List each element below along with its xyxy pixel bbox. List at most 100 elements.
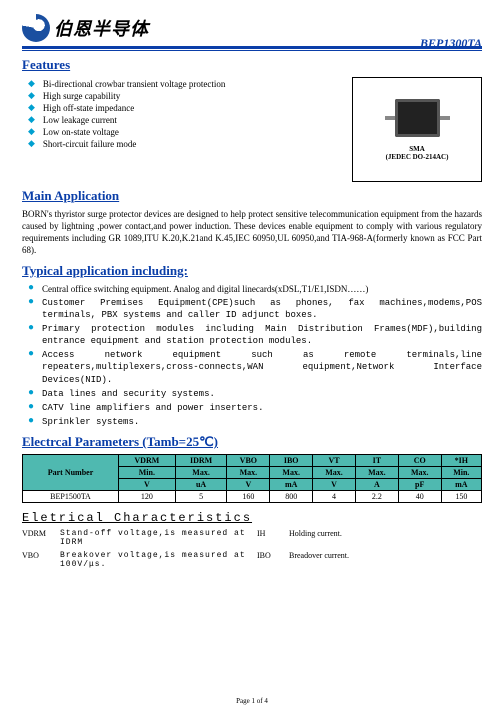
char-symbol: VDRM: [22, 529, 56, 547]
package-line1: SMA: [409, 145, 425, 153]
app-item: ● CATV line amplifiers and power inserter…: [28, 402, 482, 414]
diamond-icon: ◆: [28, 91, 35, 101]
main-app-text: BORN's thyristor surge protector devices…: [22, 208, 482, 257]
feature-text: Low leakage current: [43, 115, 117, 125]
params-table: Part NumberVDRMIDRMVBOIBOVTITCO*IHMin.Ma…: [22, 454, 482, 503]
param-unit: mA: [441, 479, 481, 491]
param-subheader: Max.: [227, 467, 270, 479]
app-text: Primary protection modules including Mai…: [42, 323, 482, 347]
header: 伯恩半导体: [22, 14, 482, 42]
param-unit: V: [313, 479, 356, 491]
typ-app-list: ● Central office switching equipment. Ana…: [22, 283, 482, 429]
param-subheader: Max.: [313, 467, 356, 479]
param-cell: 40: [398, 491, 441, 503]
diamond-icon: ◆: [28, 115, 35, 125]
param-header: VT: [313, 455, 356, 467]
app-text: Data lines and security systems.: [42, 388, 215, 400]
char-desc: Breakover voltage,is measured at 100V/μs…: [60, 551, 253, 569]
features-row: ◆ Bi-directional crowbar transient voltag…: [22, 77, 482, 182]
circle-icon: ●: [28, 388, 34, 398]
app-item: ● Data lines and security systems.: [28, 388, 482, 400]
features-list: ◆ Bi-directional crowbar transient voltag…: [22, 77, 342, 182]
char-desc: Stand-off voltage,is measured at IDRM: [60, 529, 253, 547]
feature-text: Low on-state voltage: [43, 127, 119, 137]
app-item: ● Primary protection modules including Ma…: [28, 323, 482, 347]
main-app-heading: Main Application: [22, 188, 482, 204]
app-item: ● Central office switching equipment. Ana…: [28, 283, 482, 295]
param-subheader: Max.: [175, 467, 227, 479]
param-subheader: Max.: [355, 467, 398, 479]
feature-text: High surge capability: [43, 91, 120, 101]
app-text: Access network equipment such as remote …: [42, 349, 482, 385]
app-item: ● Customer Premises Equipment(CPE)such as…: [28, 297, 482, 321]
diamond-icon: ◆: [28, 103, 35, 113]
param-cell: 2.2: [355, 491, 398, 503]
param-header: IT: [355, 455, 398, 467]
logo-icon: [22, 14, 50, 42]
feature-item: ◆ Short-circuit failure mode: [28, 139, 342, 149]
circle-icon: ●: [28, 323, 34, 333]
diamond-icon: ◆: [28, 127, 35, 137]
param-header: *IH: [441, 455, 481, 467]
char-symbol: IBO: [257, 551, 285, 569]
rule-thick: [22, 46, 482, 49]
app-text: Sprinkler systems.: [42, 416, 139, 428]
param-unit: V: [227, 479, 270, 491]
param-unit: V: [118, 479, 175, 491]
feature-text: High off-state impedance: [43, 103, 134, 113]
param-cell: 5: [175, 491, 227, 503]
package-line2: (JEDEC DO-214AC): [386, 153, 449, 161]
char-desc: Breadover current.: [289, 551, 482, 569]
param-subheader: Min.: [441, 467, 481, 479]
app-text: Central office switching equipment. Anal…: [42, 283, 368, 295]
feature-text: Bi-directional crowbar transient voltage…: [43, 79, 225, 89]
feature-item: ◆ Low leakage current: [28, 115, 342, 125]
circle-icon: ●: [28, 349, 34, 359]
param-cell: 160: [227, 491, 270, 503]
param-cell: 800: [270, 491, 313, 503]
feature-text: Short-circuit failure mode: [43, 139, 136, 149]
char-row: VDRMStand-off voltage,is measured at IDR…: [22, 529, 482, 547]
param-cell: BEP1500TA: [23, 491, 119, 503]
param-header: CO: [398, 455, 441, 467]
param-cell: 150: [441, 491, 481, 503]
features-heading: Features: [22, 57, 482, 73]
app-item: ● Sprinkler systems.: [28, 416, 482, 428]
feature-item: ◆ Low on-state voltage: [28, 127, 342, 137]
feature-item: ◆ Bi-directional crowbar transient voltag…: [28, 79, 342, 89]
part-number: BEP1300TA: [420, 36, 482, 51]
param-unit: mA: [270, 479, 313, 491]
param-header: IDRM: [175, 455, 227, 467]
elec-char-heading: Eletrical Characteristics: [22, 511, 482, 525]
char-desc: Holding current.: [289, 529, 482, 547]
param-subheader: Max.: [270, 467, 313, 479]
feature-item: ◆ High surge capability: [28, 91, 342, 101]
param-unit: uA: [175, 479, 227, 491]
app-text: Customer Premises Equipment(CPE)such as …: [42, 297, 482, 321]
characteristics-list: VDRMStand-off voltage,is measured at IDR…: [22, 529, 482, 569]
param-cell: 120: [118, 491, 175, 503]
param-header: IBO: [270, 455, 313, 467]
param-header: Part Number: [23, 455, 119, 491]
diamond-icon: ◆: [28, 139, 35, 149]
typ-app-heading: Typical application including:: [22, 263, 482, 279]
circle-icon: ●: [28, 402, 34, 412]
char-symbol: IH: [257, 529, 285, 547]
param-cell: 4: [313, 491, 356, 503]
param-subheader: Max.: [398, 467, 441, 479]
package-chip-icon: [395, 99, 440, 137]
circle-icon: ●: [28, 283, 34, 293]
feature-item: ◆ High off-state impedance: [28, 103, 342, 113]
diamond-icon: ◆: [28, 79, 35, 89]
param-header: VBO: [227, 455, 270, 467]
param-unit: A: [355, 479, 398, 491]
param-subheader: Min.: [118, 467, 175, 479]
char-row: VBOBreakover voltage,is measured at 100V…: [22, 551, 482, 569]
app-text: CATV line amplifiers and power inserters…: [42, 402, 263, 414]
circle-icon: ●: [28, 297, 34, 307]
company-name: 伯恩半导体: [54, 15, 149, 41]
package-box: SMA (JEDEC DO-214AC): [352, 77, 482, 182]
param-header: VDRM: [118, 455, 175, 467]
elec-params-heading: Electrcal Parameters (Tamb=25℃): [22, 434, 482, 450]
circle-icon: ●: [28, 416, 34, 426]
